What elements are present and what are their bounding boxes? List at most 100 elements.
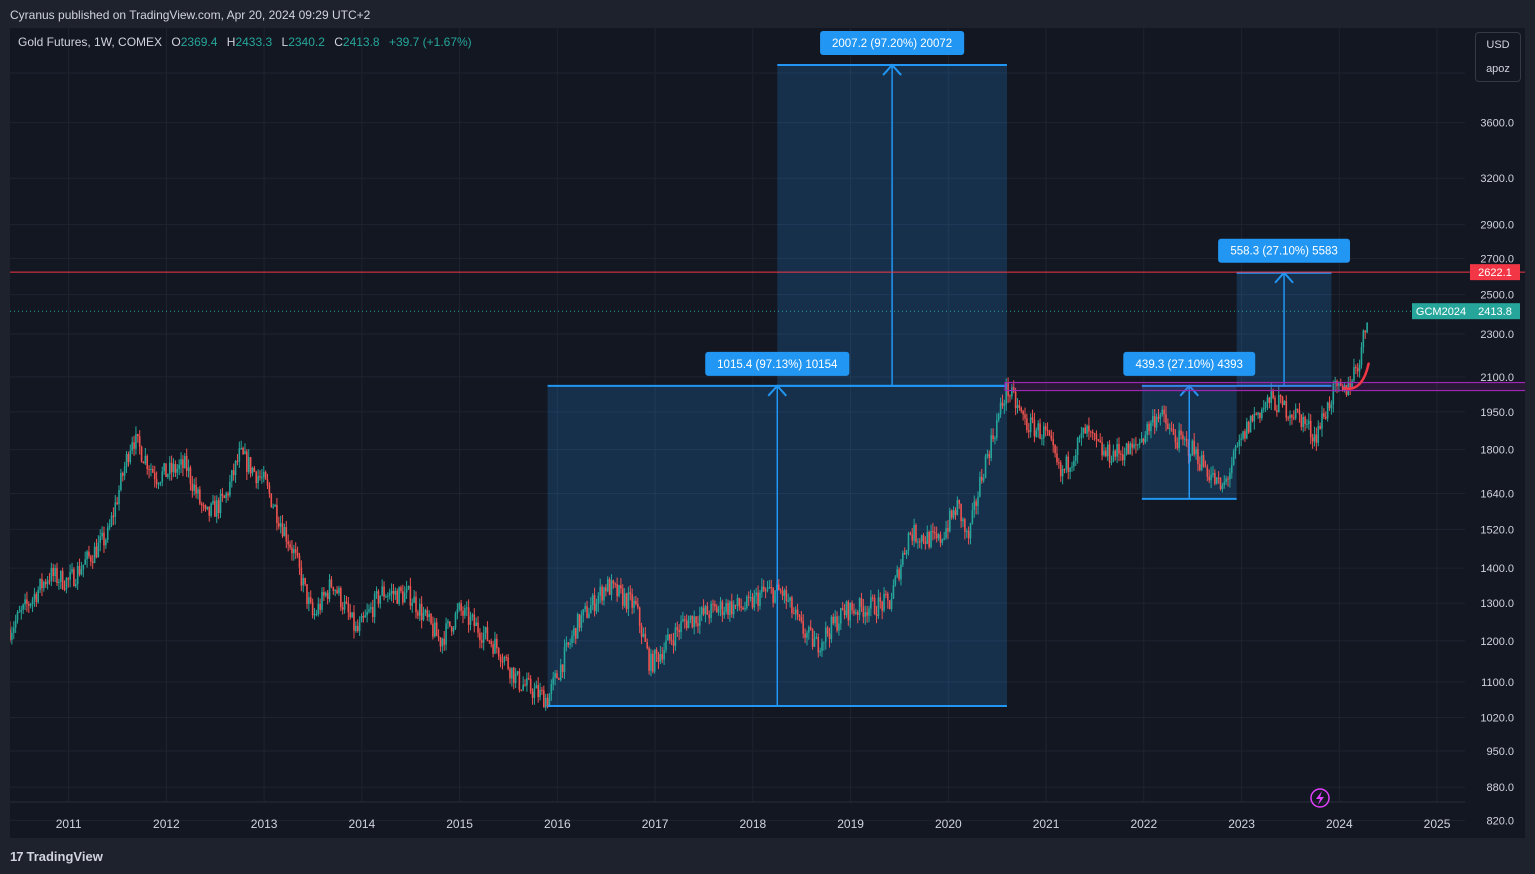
candle-body (708, 614, 711, 618)
candle-body (1138, 442, 1141, 445)
candle-body (943, 538, 945, 540)
candle-body (1182, 435, 1184, 440)
candle-body (251, 467, 254, 474)
candle-body (437, 636, 440, 638)
candle-body (202, 505, 205, 507)
candle-body (460, 603, 462, 611)
candle-body (168, 462, 171, 475)
resistance-price-label: 2622.1 (1478, 267, 1512, 279)
candle-body (826, 627, 829, 634)
candle-body (93, 546, 96, 563)
candle-body (1364, 330, 1367, 333)
candle-body (1026, 418, 1028, 431)
candle-body (97, 542, 100, 558)
candle-body (150, 468, 152, 470)
candle-body (1293, 417, 1295, 419)
candle-body (543, 690, 545, 708)
candle-body (121, 472, 124, 476)
candle-body (283, 527, 286, 537)
y-tick-label: 2700.0 (1480, 253, 1514, 265)
candle-body (680, 621, 682, 633)
candle-body (351, 612, 353, 618)
candle-body (257, 476, 259, 484)
currency-scale-button[interactable]: USD apoz (1475, 32, 1521, 82)
candle-body (885, 593, 887, 595)
candle-body (1163, 409, 1165, 415)
candle-body (627, 592, 630, 610)
currency-label: USD (1486, 39, 1510, 51)
candle-body (933, 532, 936, 534)
candle-body (932, 530, 934, 533)
chart-area[interactable]: 1015.4 (97.13%) 10154 2007.2 (97.20%) 200… (10, 28, 1525, 838)
candle-body (1067, 456, 1070, 472)
tradingview-logo[interactable]: 17 TradingView (10, 849, 103, 864)
candle-body (695, 616, 697, 624)
candle-body (824, 627, 827, 642)
x-tick-label: 2014 (349, 817, 376, 831)
candle-body (1257, 412, 1259, 415)
candle-body (1210, 474, 1212, 481)
price-chart[interactable]: 1015.4 (97.13%) 10154 2007.2 (97.20%) 200… (10, 28, 1525, 838)
candle-body (1330, 404, 1333, 409)
candle-body (215, 500, 218, 517)
candle-body (50, 568, 53, 581)
candle-body (217, 500, 220, 514)
candle-body (520, 689, 523, 691)
candle-body (606, 579, 609, 592)
candle-body (952, 510, 955, 518)
bottom-bar: 17 TradingView (0, 838, 1535, 874)
candle-body (61, 571, 64, 589)
candle-body (903, 552, 906, 555)
candle-body (685, 620, 688, 629)
candle-body (781, 591, 784, 596)
candle-body (541, 689, 543, 691)
x-tick-label: 2015 (446, 817, 473, 831)
candle-body (858, 598, 861, 615)
candle-body (475, 622, 477, 627)
candle-body (1272, 390, 1274, 398)
candle-body (766, 588, 769, 591)
candle-body (740, 606, 742, 608)
candle-body (11, 632, 13, 640)
candle-body (535, 685, 538, 689)
candle-body (896, 569, 898, 577)
candle-body (152, 468, 154, 473)
arrow-up-icon (1179, 384, 1199, 397)
candle-body (456, 609, 459, 614)
candle-body (407, 586, 410, 589)
candle-body (1294, 408, 1297, 419)
y-tick-label: 1640.0 (1480, 488, 1514, 500)
candle-body (714, 604, 716, 607)
candle-body (138, 436, 141, 447)
measure-label-box (1218, 238, 1351, 263)
candle-body (125, 454, 128, 467)
candle-body (582, 609, 585, 616)
candle-body (54, 567, 56, 577)
candle-body (821, 642, 823, 652)
candle-body (1328, 402, 1331, 409)
grid-lines (10, 28, 1465, 821)
candle-body (862, 606, 865, 617)
candle-body (539, 689, 541, 698)
axes: 820.0 880.0 950.0 1020.0 1100.0 1200.0 1300.0 1… (10, 68, 1520, 831)
candle-body (1251, 415, 1254, 422)
candle-body (22, 604, 24, 610)
candle-body (503, 657, 506, 662)
candle-body (949, 510, 951, 532)
candle-body (578, 614, 581, 628)
candle-body (1069, 467, 1071, 472)
y-tick-label: 880.0 (1486, 782, 1514, 794)
candle-body (37, 589, 39, 603)
candle-body (633, 600, 635, 608)
candle-body (768, 586, 771, 589)
y-tick-label: 1200.0 (1480, 636, 1514, 648)
candle-body (1319, 426, 1321, 429)
candle-body (1215, 477, 1218, 484)
x-tick-label: 2024 (1326, 817, 1353, 831)
candle-body (849, 602, 852, 621)
candle-body (930, 530, 932, 548)
candle-body (811, 629, 814, 647)
candle-body (234, 460, 237, 476)
candle-body (1005, 382, 1008, 404)
candle-body (418, 604, 421, 616)
